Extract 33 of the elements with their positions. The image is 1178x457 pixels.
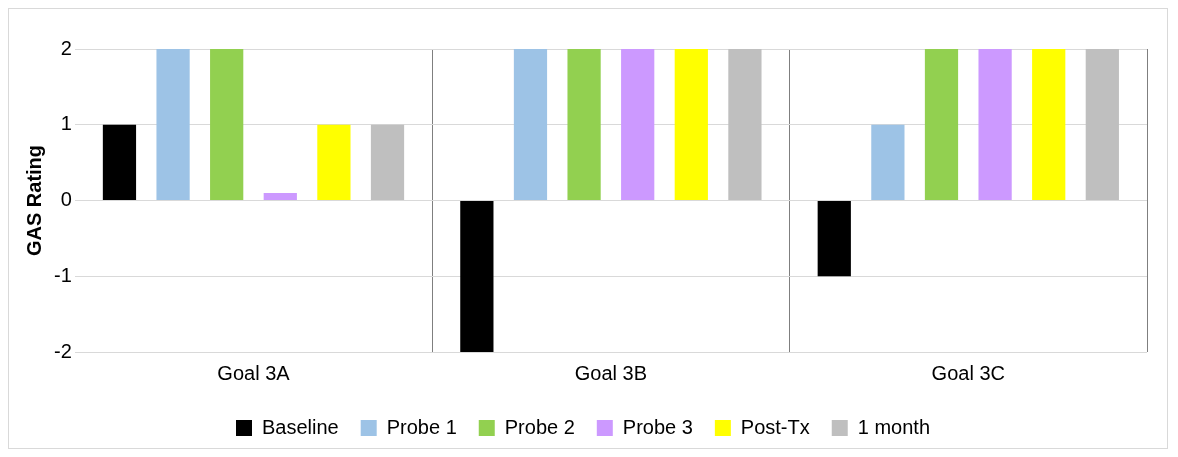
- bar: [1032, 49, 1066, 200]
- bar: [924, 49, 959, 200]
- x-tick-label: Goal 3B: [574, 361, 648, 384]
- bar: [460, 201, 494, 352]
- bar: [102, 124, 137, 200]
- bar: [317, 124, 351, 200]
- bar: [370, 124, 405, 200]
- x-tick-label: Goal 3A: [217, 361, 291, 384]
- legend-label: 1 month: [857, 415, 931, 438]
- bar: [263, 192, 297, 200]
- bar: [210, 49, 244, 200]
- bar: [817, 201, 851, 277]
- legend-label: Probe 3: [622, 415, 693, 438]
- x-tick-label: Goal 3C: [931, 361, 1005, 384]
- legend-label: Baseline: [261, 415, 339, 438]
- bar: [567, 49, 601, 200]
- y-tick-label: -1: [53, 263, 72, 286]
- bar: [621, 49, 655, 200]
- bar: [978, 49, 1012, 200]
- y-tick-label: 0: [60, 188, 72, 211]
- bar: [513, 49, 548, 200]
- y-tick-label: 1: [60, 112, 72, 135]
- bar: [728, 49, 762, 200]
- bar: [871, 124, 905, 200]
- y-tick-label: -2: [53, 339, 72, 362]
- y-tick-label: 2: [60, 36, 72, 59]
- bar: [156, 49, 190, 200]
- legend-label: Probe 2: [504, 415, 575, 438]
- legend-label: Post-Tx: [740, 415, 810, 438]
- y-axis-title: GAS Rating: [22, 144, 45, 257]
- bar: [1085, 49, 1119, 200]
- bar: [674, 49, 708, 200]
- legend-label: Probe 1: [386, 415, 457, 438]
